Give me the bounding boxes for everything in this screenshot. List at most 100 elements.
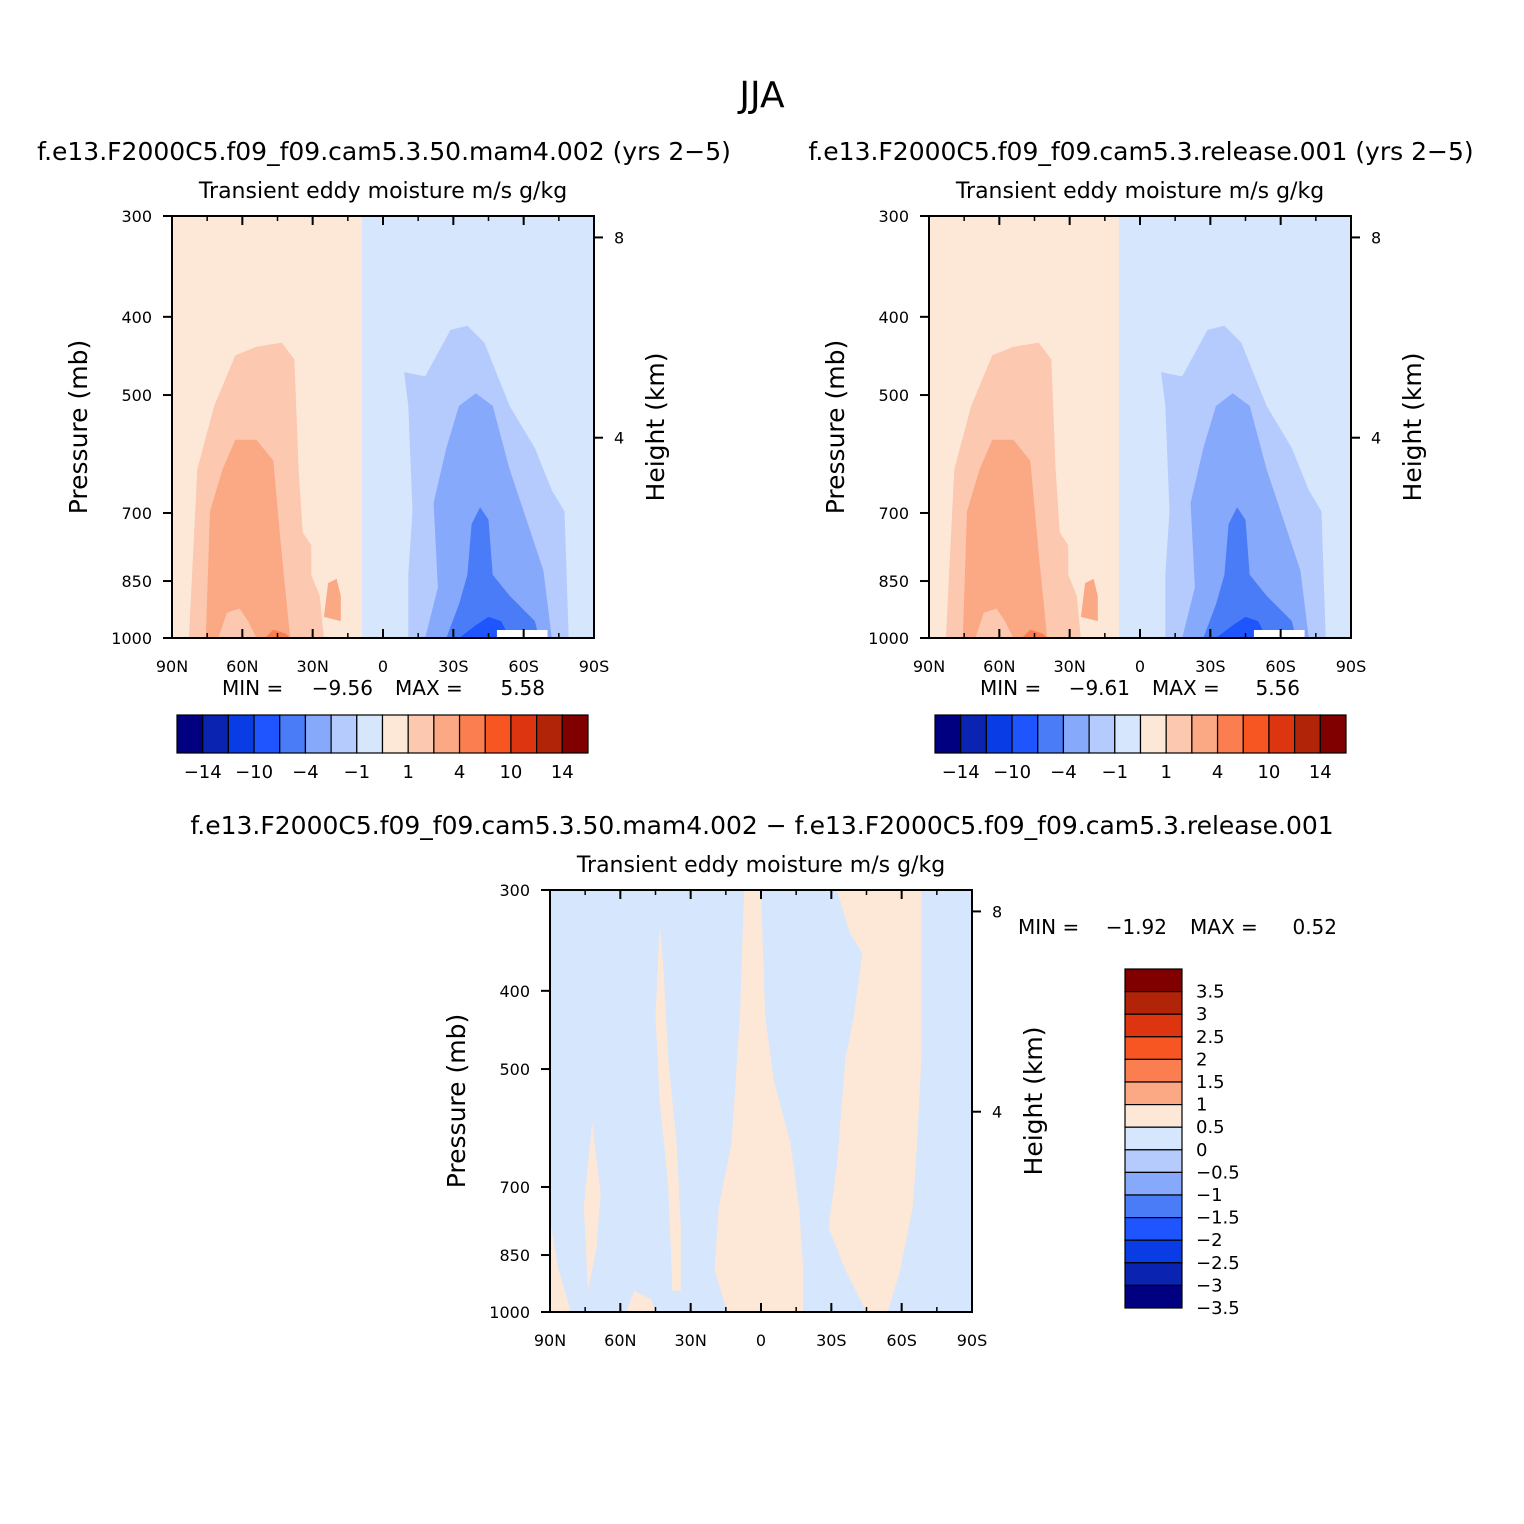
x-tick-label: 60N	[226, 657, 258, 676]
colorbar-label: −1	[1102, 762, 1129, 783]
colorbar-box	[985, 714, 1013, 754]
contour-neg-2	[425, 393, 552, 638]
chart-panel-2: f.e13.F2000C5.f09_f09.cam5.3.release.001…	[808, 137, 1473, 783]
colorbar-box	[1294, 714, 1321, 754]
colorbar-box	[1124, 1036, 1183, 1061]
y-right-tick-label: 8	[614, 228, 624, 247]
colorbar-label: −1.5	[1196, 1208, 1240, 1229]
y-tick-label: 400	[121, 308, 152, 327]
colorbar-label: −2	[1196, 1230, 1223, 1251]
x-tick-label: 90N	[913, 657, 945, 676]
colorbar-box	[253, 714, 281, 754]
colorbar-box	[934, 714, 962, 754]
colorbar-box	[1216, 714, 1244, 754]
y-axis-label: Pressure (mb)	[821, 340, 850, 514]
y-tick-label: 700	[121, 504, 152, 523]
colorbar-box	[1011, 714, 1039, 754]
contour-pos-hole	[975, 608, 1014, 638]
y-tick-label: 1000	[868, 629, 909, 648]
y-tick-label: 850	[499, 1246, 530, 1265]
colorbar-box	[304, 714, 332, 754]
contour-neg-3	[446, 507, 540, 638]
colorbar-label: 4	[454, 762, 465, 783]
chart-panel-1: f.e13.F2000C5.f09_f09.cam5.3.50.mam4.002…	[37, 137, 731, 783]
x-tick-label: 0	[378, 657, 388, 676]
x-tick-label: 30N	[297, 657, 329, 676]
colorbar-box	[1191, 714, 1219, 754]
colorbar-label: 0	[1196, 1140, 1207, 1161]
colorbar-box	[561, 714, 589, 754]
y-right-axis-label: Height (km)	[1398, 353, 1427, 502]
colorbar-box	[510, 714, 538, 754]
colorbar-box	[279, 714, 307, 754]
colorbar-label: −4	[292, 762, 319, 783]
contour-pos-small	[1080, 578, 1098, 622]
y-tick-label: 700	[499, 1178, 530, 1197]
min-value: −9.61	[1069, 676, 1130, 700]
colorbar-box	[960, 714, 987, 754]
x-tick-label: 30S	[438, 657, 469, 676]
x-tick-label: 30S	[1195, 657, 1226, 676]
contour-pos-2	[828, 890, 922, 1312]
y-tick-label: 1000	[489, 1303, 530, 1322]
colorbar-box	[1124, 990, 1183, 1015]
figure-title: JJA	[737, 75, 785, 116]
max-value: 0.52	[1292, 915, 1337, 939]
colorbar-label: 4	[1212, 762, 1223, 783]
colorbar-label: 1	[1196, 1095, 1207, 1116]
x-tick-label: 90S	[579, 657, 610, 676]
panel-title: f.e13.F2000C5.f09_f09.cam5.3.50.mam4.002…	[190, 811, 1333, 840]
colorbar-label: 14	[551, 762, 574, 783]
colorbar-box	[1124, 1262, 1183, 1287]
colorbar-box	[1139, 714, 1167, 754]
colorbar-box	[1268, 714, 1296, 754]
colorbar-label: −0.5	[1196, 1162, 1240, 1183]
contour-field	[550, 890, 972, 1312]
colorbar-box	[484, 714, 512, 754]
contour-pos-1	[714, 890, 804, 1312]
colorbar-box	[1088, 714, 1116, 754]
y-tick-label: 1000	[111, 629, 152, 648]
colorbar-label: −3.5	[1196, 1298, 1240, 1319]
contour-pos-6	[626, 1290, 656, 1312]
y-tick-label: 850	[878, 572, 909, 591]
y-tick-label: 300	[878, 207, 909, 226]
max-label: MAX =	[395, 676, 463, 700]
colorbar-label: 2.5	[1196, 1027, 1225, 1048]
colorbar-box	[536, 714, 563, 754]
colorbar-box	[458, 714, 486, 754]
colorbar-box	[1242, 714, 1270, 754]
colorbar-box	[330, 714, 358, 754]
colorbar-label: 10	[1257, 762, 1280, 783]
colorbar-box	[202, 714, 229, 754]
colorbar-box	[1124, 1171, 1183, 1196]
max-value: 5.56	[1255, 676, 1300, 700]
contour-field	[172, 216, 594, 638]
x-tick-label: 30N	[1054, 657, 1086, 676]
contour-neg-3	[1203, 507, 1297, 638]
colorbar-label: 2	[1196, 1049, 1207, 1070]
x-tick-label: 90S	[957, 1331, 988, 1350]
colorbar-box	[1319, 714, 1347, 754]
colorbar-box	[1124, 1216, 1183, 1241]
panel-subtitle: Transient eddy moisture m/s g/kg	[955, 179, 1324, 204]
max-label: MAX =	[1190, 915, 1258, 939]
contour-field	[929, 216, 1351, 638]
colorbar-box	[1165, 714, 1193, 754]
min-label: MIN =	[1018, 915, 1079, 939]
panel-title: f.e13.F2000C5.f09_f09.cam5.3.50.mam4.002…	[37, 137, 731, 166]
colorbar-box	[1124, 1284, 1183, 1309]
colorbar-box	[1037, 714, 1065, 754]
y-tick-label: 400	[878, 308, 909, 327]
max-value: 5.58	[500, 676, 545, 700]
contour-pos-4	[550, 1219, 572, 1312]
y-tick-label: 300	[499, 881, 530, 900]
colorbar-box	[1124, 1149, 1183, 1174]
y-tick-label: 700	[878, 504, 909, 523]
colorbar-label: −2.5	[1196, 1253, 1240, 1274]
min-value: −1.92	[1106, 915, 1167, 939]
y-axis-label: Pressure (mb)	[442, 1014, 471, 1188]
missing-data	[496, 630, 548, 638]
x-tick-label: 60S	[886, 1331, 917, 1350]
contour-pos-small	[323, 578, 341, 622]
